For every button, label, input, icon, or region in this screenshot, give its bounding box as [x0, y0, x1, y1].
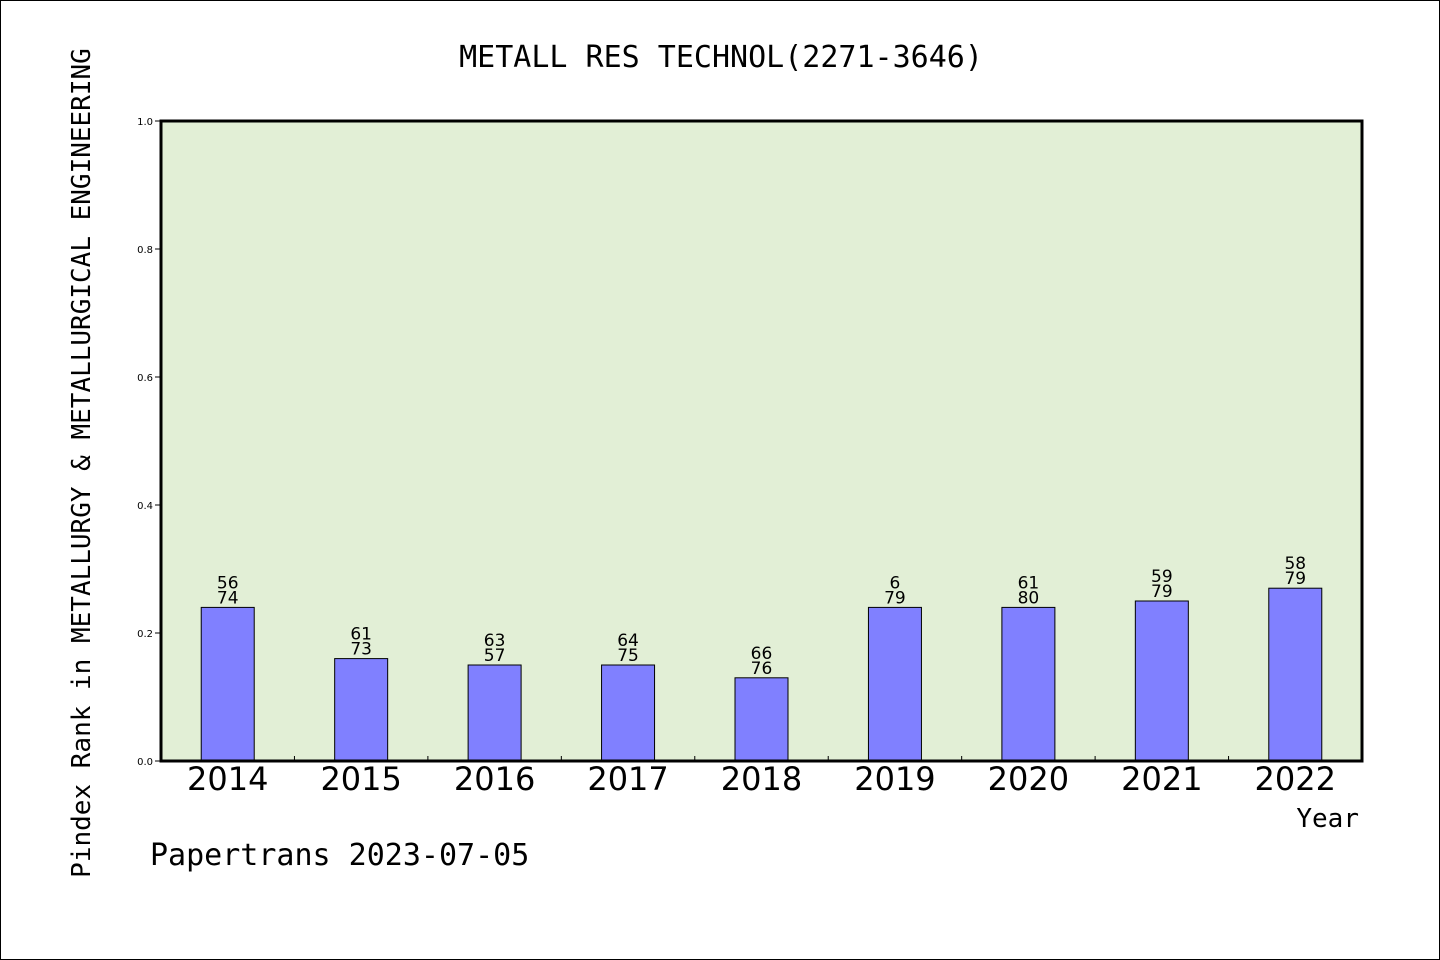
- footer-date: Papertrans 2023-07-05: [150, 838, 529, 873]
- bars-group: [200, 587, 1323, 762]
- y-axis-label: Pindex Rank in METALLURGY & METALLURGICA…: [67, 48, 97, 878]
- plot-border: [159, 119, 1364, 763]
- bar-label-top: 6: [890, 573, 901, 593]
- chart-title: METALL RES TECHNOL(2271-3646): [459, 40, 983, 75]
- bar-2017: [601, 664, 656, 762]
- x-tick-label: 2017: [587, 760, 668, 798]
- bar-2014: [200, 606, 255, 762]
- bar-2015: [334, 658, 389, 762]
- x-tick-label: 2019: [854, 760, 935, 798]
- x-tick-label: 2016: [454, 760, 535, 798]
- x-tick-label: 2021: [1121, 760, 1202, 798]
- y-tick-label: 1.0: [137, 117, 153, 128]
- bar-label-bottom: 79: [1151, 582, 1173, 602]
- bar-2021: [1134, 600, 1189, 762]
- y-tick-label: 0.4: [137, 501, 153, 512]
- bar-label-bottom: 79: [884, 588, 906, 608]
- bar-label-top: 61: [350, 625, 372, 645]
- x-axis-ticks: 2014 2015 2016 2017 2018 2019 2020 2021 2022: [187, 756, 1336, 798]
- y-tick-label: 0.8: [137, 245, 153, 256]
- bar-label-bottom: 76: [751, 659, 773, 679]
- bar-label-top: 56: [217, 573, 239, 593]
- x-tick-label: 2018: [721, 760, 802, 798]
- bar-label-top: 63: [484, 631, 506, 651]
- y-tick-label: 0.2: [137, 629, 153, 640]
- bar-label-top: 66: [751, 644, 773, 664]
- y-tick-label: 0.0: [137, 757, 153, 768]
- x-tick-label: 2015: [320, 760, 401, 798]
- bar-label-bottom: 73: [350, 640, 372, 660]
- bar-2019: [867, 606, 922, 762]
- x-tick-label: 2022: [1255, 760, 1336, 798]
- bar-2018: [734, 677, 789, 762]
- bar-label-top: 59: [1151, 567, 1173, 587]
- bar-label-top: 58: [1284, 554, 1306, 574]
- x-tick-label: 2020: [988, 760, 1069, 798]
- bar-label-top: 61: [1018, 573, 1040, 593]
- bar-label-bottom: 80: [1018, 588, 1040, 608]
- y-axis-ticks: 0.0 0.2 0.4 0.6 0.8 1.0: [137, 117, 161, 768]
- x-axis-label: Year: [1296, 804, 1359, 834]
- bar-label-bottom: 57: [484, 646, 506, 666]
- bar-2020: [1001, 606, 1056, 762]
- bar-label-bottom: 79: [1284, 569, 1306, 589]
- y-tick-label: 0.6: [137, 373, 153, 384]
- bar-2016: [467, 664, 522, 762]
- bar-2022: [1268, 587, 1323, 762]
- x-tick-label: 2014: [187, 760, 268, 798]
- bar-label-bottom: 75: [617, 646, 639, 666]
- bar-label-top: 64: [617, 631, 639, 651]
- bar-label-bottom: 74: [217, 588, 239, 608]
